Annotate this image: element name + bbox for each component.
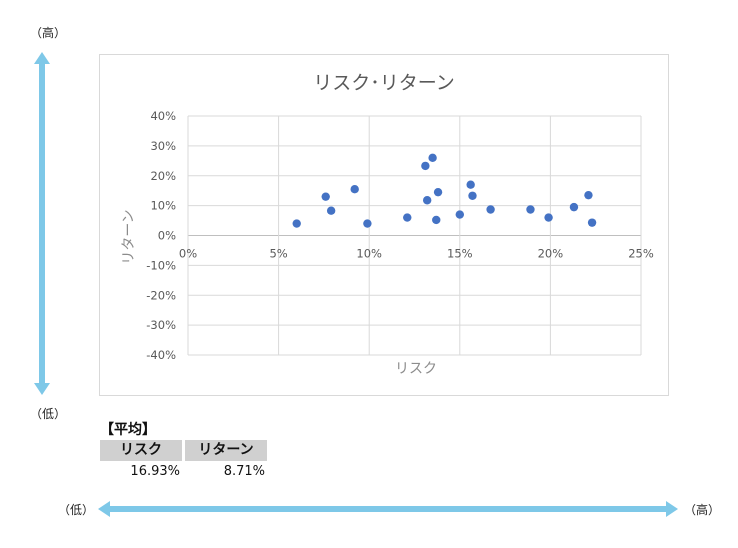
average-value-row: 16.93% 8.71% (100, 461, 270, 482)
average-title: 【平均】 (100, 422, 156, 438)
tick-labels: 40%30%20%10%0%-10%-20%-30%-40%0% 5% 10% 15%… (146, 109, 654, 362)
data-point (428, 153, 437, 163)
data-point (321, 192, 330, 201)
x-axis-label: リスク (395, 361, 437, 377)
x-tick-label: 20% (538, 247, 564, 261)
x-tick-label: 5% (269, 247, 287, 261)
data-point (486, 205, 495, 214)
y-tick-label: -10% (146, 258, 176, 272)
data-point (468, 191, 477, 200)
data-point (584, 190, 593, 200)
y-tick-label: 40% (150, 109, 176, 123)
average-header-return: リターン (185, 440, 267, 461)
data-point (421, 161, 430, 171)
data-point (466, 180, 475, 189)
data-point (292, 219, 301, 228)
scatter-chart: リスク･リターン 40%30%20%10%0%-10%-20%-30%-40%0… (121, 72, 654, 377)
data-point (363, 219, 372, 228)
average-value-risk: 16.93% (130, 464, 180, 479)
horizontal-arrow-shape (98, 501, 678, 517)
average-header-risk: リスク (100, 440, 182, 461)
y-axis-label: リターン (121, 209, 137, 264)
y-tick-label: 20% (150, 169, 176, 183)
grid-lines (187, 115, 642, 356)
y-tick-label: 30% (150, 139, 176, 153)
average-value-return: 8.71% (223, 464, 265, 479)
average-summary: 【平均】 リスク リターン 16.93% 8.71% (100, 420, 270, 482)
x-tick-label: 25% (628, 247, 654, 261)
average-header-row: リスク リターン (100, 440, 270, 461)
vertical-double-arrow (34, 52, 50, 395)
data-point (403, 213, 412, 222)
y-tick-label: -40% (146, 348, 176, 362)
data-point (326, 206, 336, 215)
data-points (292, 153, 597, 228)
data-point (544, 213, 553, 222)
data-point (526, 205, 535, 214)
chart-title: リスク･リターン (313, 72, 455, 94)
x-tick-label: 10% (356, 247, 382, 261)
vertical-axis-low-label: （低） (30, 407, 67, 421)
vertical-arrow-shape (34, 52, 50, 395)
data-point (433, 187, 443, 197)
y-tick-label: -20% (146, 288, 176, 302)
data-point (569, 202, 579, 212)
x-tick-label: 15% (447, 247, 473, 261)
data-point (432, 215, 441, 225)
y-tick-label: 10% (150, 199, 176, 213)
horizontal-axis-low-label: （低） (58, 503, 95, 517)
data-point (455, 210, 464, 219)
data-point (422, 196, 432, 205)
data-point (587, 218, 597, 227)
horizontal-axis-high-label: （高） (684, 503, 721, 517)
vertical-axis-high-label: （高） (30, 26, 67, 40)
x-tick-label: 0% (179, 247, 197, 261)
horizontal-double-arrow (98, 501, 678, 517)
y-tick-label: -30% (146, 318, 176, 332)
chart-area: リスク･リターン 40% 30% 20% 10% 0% -10% -20% -30% -40% 0… (99, 54, 669, 396)
data-point (350, 184, 359, 194)
y-tick-label: 0% (158, 229, 176, 243)
